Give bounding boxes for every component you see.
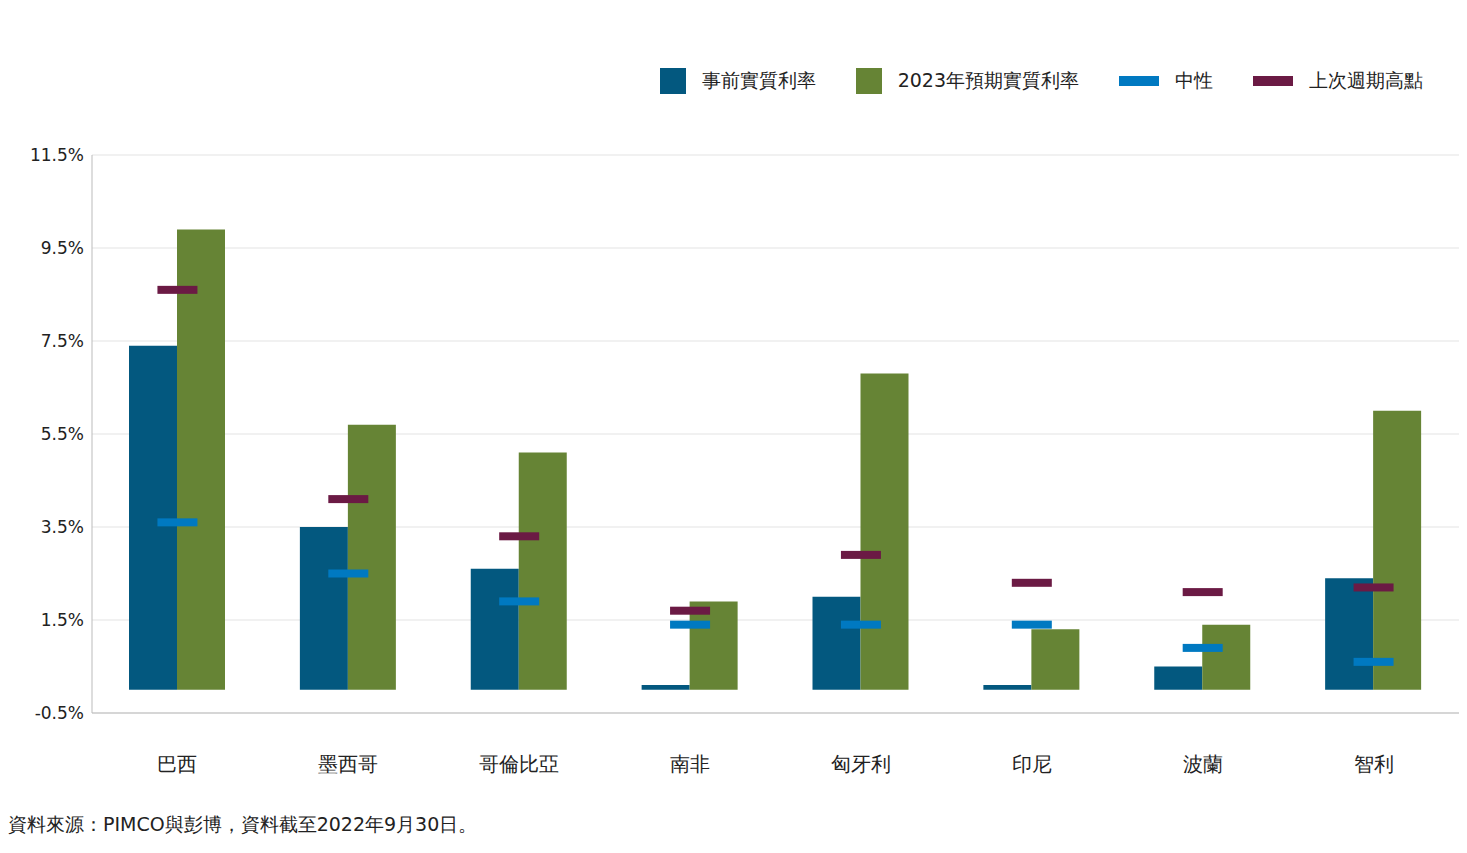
html-text:上次週期高點: 上次週期高點 [1309, 69, 1423, 91]
svg-text:3.5%: 3.5% [41, 517, 84, 537]
svg-text:哥倫比亞: 哥倫比亞 [479, 752, 559, 776]
svg-text:7.5%: 7.5% [41, 331, 84, 351]
html-text:事前實質利率: 事前實質利率 [701, 69, 816, 91]
svg-text:波蘭: 波蘭 [1183, 752, 1223, 776]
html-text:2023年預期實質利率: 2023年預期實質利率 [897, 69, 1079, 91]
svg-text:匈牙利: 匈牙利 [831, 752, 891, 776]
svg-text:-0.5%: -0.5% [35, 703, 84, 723]
html-text:資料來源：PIMCO與彭博，資料截至2022年9月30日。: 資料來源：PIMCO與彭博，資料截至2022年9月30日。 [8, 813, 478, 835]
svg-text:印尼: 印尼 [1012, 752, 1052, 776]
svg-text:智利: 智利 [1354, 752, 1394, 776]
svg-text:11.5%: 11.5% [30, 145, 84, 165]
svg-text:5.5%: 5.5% [41, 424, 84, 444]
svg-text:南非: 南非 [670, 752, 710, 776]
html-text:中性: 中性 [1175, 69, 1213, 91]
svg-text:1.5%: 1.5% [41, 610, 84, 630]
svg-text:墨西哥: 墨西哥 [318, 752, 378, 776]
svg-text:9.5%: 9.5% [41, 238, 84, 258]
svg-text:巴西: 巴西 [157, 752, 197, 776]
